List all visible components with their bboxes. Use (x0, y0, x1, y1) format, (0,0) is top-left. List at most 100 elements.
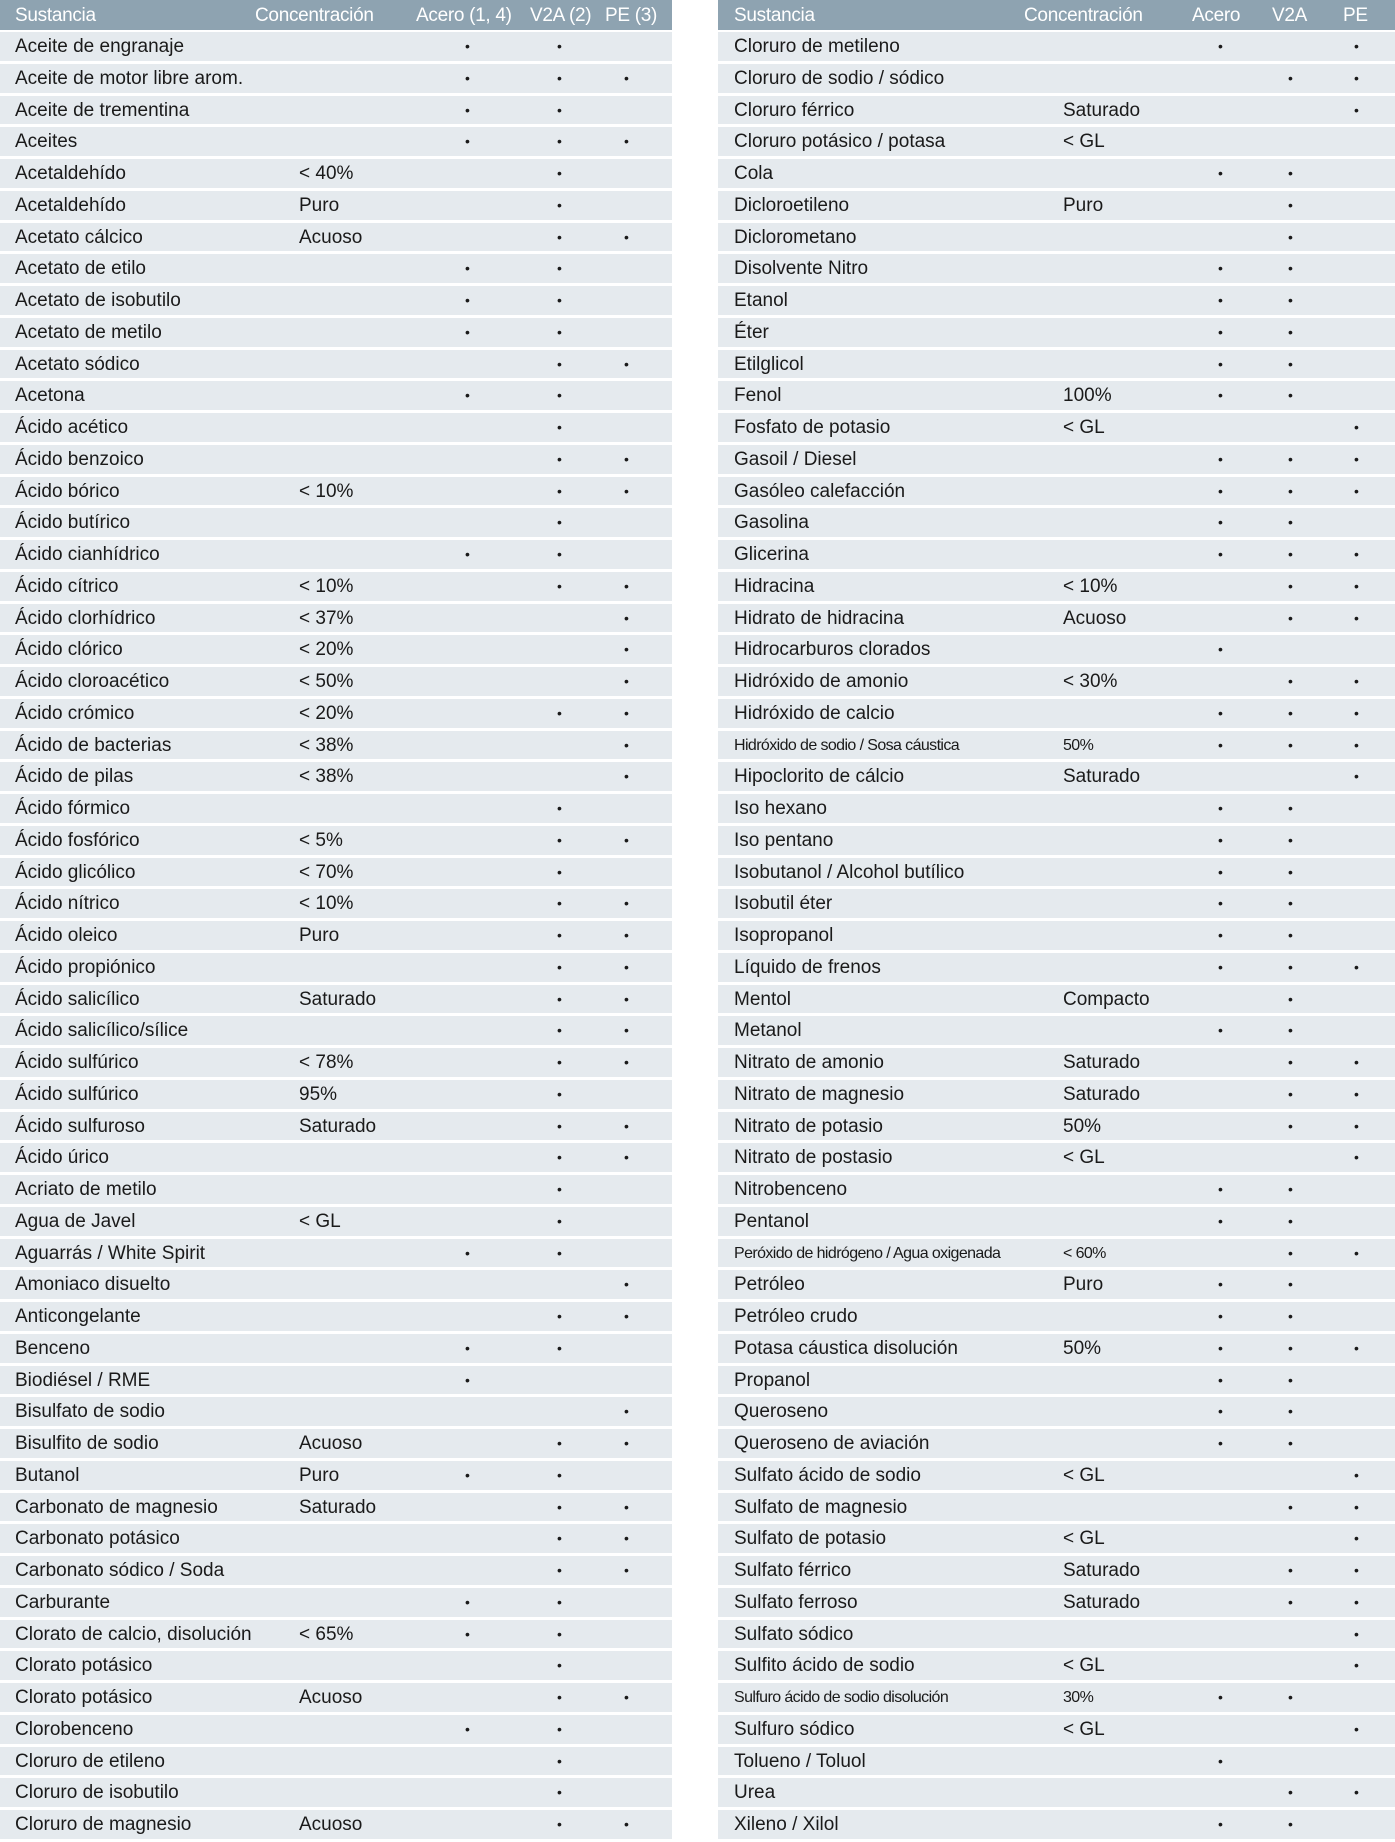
compatible-mark-pe: • (624, 1308, 629, 1324)
compatible-mark-steel: • (465, 1339, 470, 1356)
compatible-mark-pe: • (624, 990, 629, 1007)
compatible-mark-pe: • (1354, 704, 1359, 721)
compatible-mark-v2a: • (557, 577, 562, 594)
compatible-mark-steel: • (1218, 38, 1223, 54)
compatible-mark-steel: • (1218, 514, 1223, 531)
cell-substance: Cloruro de metileno (734, 36, 900, 57)
compatible-mark-pe: • (1354, 1720, 1359, 1737)
compatible-mark-v2a: • (557, 196, 562, 213)
table-row: Acetato cálcico Acuoso • • (0, 222, 672, 255)
cell-substance: Cloruro de sodio / sódico (734, 67, 945, 89)
cell-concentration: Acuoso (299, 1433, 363, 1454)
cell-substance: Glicerina (734, 544, 809, 565)
cell-substance: Acetona (15, 385, 85, 407)
table-row: Cloruro de magnesio Acuoso • • (0, 1810, 672, 1842)
compatible-mark-pe: • (624, 1054, 629, 1070)
compatible-mark-v2a: • (1288, 546, 1293, 562)
cell-substance: Gasoil / Diesel (734, 448, 857, 470)
cell-concentration: Saturado (1063, 766, 1141, 788)
compatible-mark-v2a: • (557, 1435, 562, 1451)
compatible-mark-pe: • (1354, 69, 1359, 86)
compatible-mark-steel: • (1218, 1308, 1223, 1324)
compatible-mark-steel: • (465, 1244, 470, 1261)
table-row: Cloruro de isobutilo • (0, 1778, 672, 1810)
table-row: Propanol • • (718, 1365, 1395, 1398)
cell-concentration: Puro (299, 925, 340, 946)
table-row: Glicerina • • • (718, 540, 1395, 572)
table-row: Ácido nítrico < 10% • • (0, 889, 672, 921)
cell-substance: Acetato de etilo (15, 258, 146, 280)
cell-substance: Ácido bórico (15, 480, 120, 502)
compatible-mark-steel: • (1218, 863, 1223, 880)
cell-substance: Líquido de frenos (734, 956, 881, 978)
compatible-mark-steel: • (1218, 1816, 1223, 1832)
table-row: Cloruro de sodio / sódico • • (718, 63, 1395, 96)
compatible-mark-v2a: • (1288, 1181, 1293, 1197)
table-row: Sulfato ferroso Saturado • • (718, 1587, 1395, 1620)
table-row: Aceites • • • (0, 127, 672, 159)
compatible-mark-steel: • (1218, 1689, 1223, 1705)
cell-substance: Diclorometano (734, 226, 857, 248)
table-row: Hidrocarburos clorados • (718, 635, 1395, 667)
table-row: Tolueno / Toluol • (718, 1746, 1395, 1779)
compatible-mark-pe: • (1354, 1784, 1359, 1801)
compatible-mark-pe: • (1354, 1562, 1359, 1578)
table-row: Ácido benzoico • • (0, 444, 672, 477)
table-row: Ácido oleico Puro • • (0, 921, 672, 953)
compatible-mark-v2a: • (1288, 704, 1293, 721)
cell-substance: Xileno / Xilol (734, 1814, 839, 1835)
table-row: Ácido cianhídrico • • (0, 540, 672, 572)
compatible-mark-steel: • (465, 133, 470, 150)
table-row: Hidróxido de sodio / Sosa cáustica 50% • • • (718, 730, 1395, 763)
cell-concentration: Acuoso (299, 1814, 363, 1835)
compatible-mark-pe: • (1354, 1625, 1359, 1642)
table-row: Acetona • • (0, 381, 672, 413)
compatible-mark-v2a: • (1288, 1117, 1293, 1134)
cell-concentration: < 70% (299, 861, 354, 883)
cell-concentration: Puro (299, 1464, 340, 1486)
compatible-mark-pe: • (624, 577, 629, 594)
cell-substance: Acetato de isobutilo (15, 290, 181, 311)
cell-substance: Ácido cítrico (15, 575, 119, 597)
cell-concentration: < 10% (1063, 575, 1118, 597)
cell-concentration: < 37% (299, 607, 354, 629)
table-header: Sustancia Concentración Acero V2A PE (718, 0, 1395, 32)
compatible-mark-pe: • (1354, 1530, 1359, 1547)
compatible-mark-steel: • (1218, 165, 1223, 181)
cell-substance: Ácido de bacterias (15, 734, 172, 756)
header-v2a: V2A (1272, 5, 1308, 26)
compatible-mark-v2a: • (1288, 863, 1293, 880)
cell-substance: Acetaldehído (15, 194, 126, 216)
compatible-mark-pe: • (624, 609, 629, 626)
compatible-mark-v2a: • (557, 1784, 562, 1801)
table-row: Clorato potásico Acuoso • • (0, 1683, 672, 1715)
cell-substance: Nitrobenceno (734, 1179, 848, 1200)
compatible-mark-pe: • (624, 1816, 629, 1832)
compatible-mark-pe: • (624, 482, 629, 499)
compatible-mark-pe: • (1354, 38, 1359, 54)
compatible-mark-steel: • (1218, 1181, 1223, 1197)
compatible-mark-v2a: • (1288, 1498, 1293, 1515)
cell-substance: Nitrato de potasio (734, 1115, 883, 1137)
cell-substance: Nitrato de postasio (734, 1147, 893, 1169)
compatible-mark-v2a: • (557, 831, 562, 848)
table-row: Dicloroetileno Puro • (718, 190, 1395, 223)
table-row: Metanol • • (718, 1016, 1395, 1048)
cell-concentration: Saturado (299, 988, 377, 1010)
compatible-mark-v2a: • (557, 323, 562, 340)
compatible-mark-v2a: • (1288, 450, 1293, 467)
table-row: Diclorometano • (718, 222, 1395, 255)
cell-substance: Urea (734, 1782, 776, 1804)
compatible-mark-v2a: • (1288, 69, 1293, 86)
compatible-mark-pe: • (624, 958, 629, 975)
compatible-mark-v2a: • (557, 800, 562, 816)
compatible-mark-v2a: • (1288, 1435, 1293, 1451)
compatible-mark-v2a: • (1288, 323, 1293, 340)
table-row: Aguarrás / White Spirit • • (0, 1238, 672, 1271)
compatible-mark-v2a: • (557, 1212, 562, 1229)
table-row: Nitrato de magnesio Saturado • • (718, 1079, 1395, 1112)
compatible-mark-pe: • (624, 927, 629, 943)
compatible-mark-steel: • (1218, 355, 1223, 372)
cell-substance: Éter (734, 321, 769, 343)
cell-substance: Gasolina (734, 512, 809, 534)
